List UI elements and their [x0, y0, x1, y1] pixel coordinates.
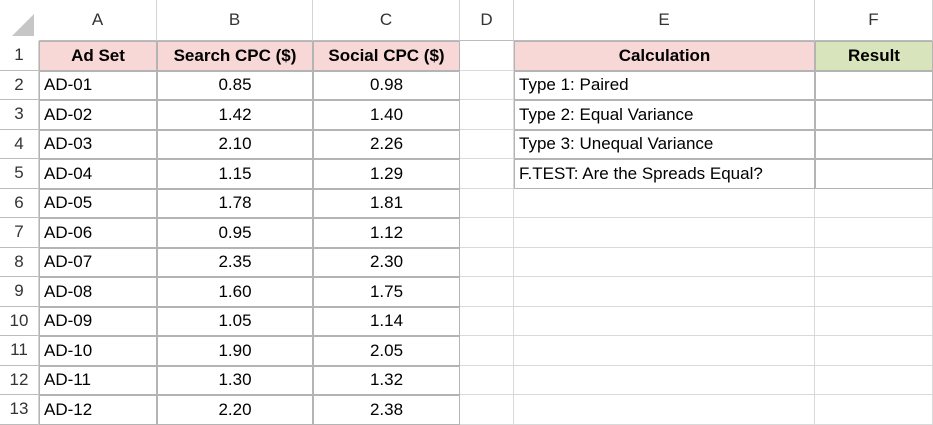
cell[interactable] [514, 336, 815, 366]
table-cell[interactable]: 0.85 [157, 70, 313, 100]
table-cell[interactable]: 1.14 [313, 306, 460, 336]
row-header[interactable]: 9 [0, 277, 39, 307]
cell[interactable] [514, 277, 815, 307]
cell[interactable] [460, 129, 514, 159]
column-header[interactable]: D [460, 0, 514, 41]
cell[interactable] [514, 218, 815, 248]
table-cell[interactable]: 2.35 [157, 247, 313, 277]
table-cell[interactable]: 2.20 [157, 395, 313, 425]
table-cell[interactable]: 2.05 [313, 336, 460, 366]
cell[interactable] [815, 218, 933, 248]
cell[interactable] [514, 365, 815, 395]
table-cell[interactable]: 1.32 [313, 365, 460, 395]
table-cell[interactable]: 2.30 [313, 247, 460, 277]
table-cell[interactable]: 1.42 [157, 100, 313, 130]
column-header[interactable]: F [815, 0, 933, 41]
table-cell[interactable]: 1.40 [313, 100, 460, 130]
table-cell[interactable]: 1.12 [313, 218, 460, 248]
cell[interactable] [815, 188, 933, 218]
calc-header-cell[interactable]: Result [815, 41, 933, 71]
table-cell[interactable]: AD-09 [39, 306, 157, 336]
cell[interactable] [460, 365, 514, 395]
column-header[interactable]: B [157, 0, 313, 41]
table-cell[interactable]: 1.30 [157, 365, 313, 395]
result-cell[interactable] [815, 70, 933, 100]
cell[interactable] [514, 306, 815, 336]
table-cell[interactable]: 0.98 [313, 70, 460, 100]
table-cell[interactable]: AD-12 [39, 395, 157, 425]
table-cell[interactable]: 2.38 [313, 395, 460, 425]
select-all-corner[interactable] [0, 0, 39, 41]
table-cell[interactable]: 2.26 [313, 129, 460, 159]
table-cell[interactable]: AD-08 [39, 277, 157, 307]
table-cell[interactable]: AD-02 [39, 100, 157, 130]
cell[interactable] [815, 277, 933, 307]
table-cell[interactable]: 1.29 [313, 159, 460, 189]
cell[interactable] [815, 395, 933, 425]
table-cell[interactable]: AD-10 [39, 336, 157, 366]
calc-header-cell[interactable]: Calculation [514, 41, 815, 71]
row-header[interactable]: 10 [0, 306, 39, 336]
calc-label-cell[interactable]: Type 1: Paired [514, 70, 815, 100]
cell[interactable] [460, 247, 514, 277]
cell[interactable] [514, 247, 815, 277]
row-header[interactable]: 8 [0, 247, 39, 277]
table-cell[interactable]: AD-05 [39, 188, 157, 218]
cell[interactable] [815, 365, 933, 395]
cell[interactable] [460, 41, 514, 71]
cell[interactable] [460, 395, 514, 425]
cell[interactable] [460, 336, 514, 366]
table-cell[interactable]: AD-07 [39, 247, 157, 277]
table-cell[interactable]: 0.95 [157, 218, 313, 248]
row-header[interactable]: 12 [0, 365, 39, 395]
cell[interactable] [460, 306, 514, 336]
column-header[interactable]: A [39, 0, 157, 41]
table-cell[interactable]: 1.60 [157, 277, 313, 307]
cell[interactable] [460, 159, 514, 189]
column-header[interactable]: E [514, 0, 815, 41]
table-cell[interactable]: AD-01 [39, 70, 157, 100]
cell[interactable] [815, 306, 933, 336]
table-cell[interactable]: 2.10 [157, 129, 313, 159]
cell[interactable] [815, 247, 933, 277]
table-cell[interactable]: AD-11 [39, 365, 157, 395]
table-cell[interactable]: 1.81 [313, 188, 460, 218]
calc-label-cell[interactable]: Type 2: Equal Variance [514, 100, 815, 130]
table-cell[interactable]: 1.75 [313, 277, 460, 307]
row-header[interactable]: 11 [0, 336, 39, 366]
row-header[interactable]: 3 [0, 100, 39, 130]
table-cell[interactable]: AD-04 [39, 159, 157, 189]
cell[interactable] [460, 100, 514, 130]
row-header[interactable]: 5 [0, 159, 39, 189]
column-header[interactable]: C [313, 0, 460, 41]
table-cell[interactable]: 1.90 [157, 336, 313, 366]
row-header[interactable]: 2 [0, 70, 39, 100]
cell[interactable] [460, 277, 514, 307]
table-cell[interactable]: 1.78 [157, 188, 313, 218]
row-header[interactable]: 6 [0, 188, 39, 218]
table-header-cell[interactable]: Social CPC ($) [313, 41, 460, 71]
table-cell[interactable]: 1.15 [157, 159, 313, 189]
cell[interactable] [514, 395, 815, 425]
row-header[interactable]: 1 [0, 41, 39, 71]
table-header-cell[interactable]: Search CPC ($) [157, 41, 313, 71]
result-cell[interactable] [815, 159, 933, 189]
calc-label-cell[interactable]: Type 3: Unequal Variance [514, 129, 815, 159]
table-header-cell[interactable]: Ad Set [39, 41, 157, 71]
table-cell[interactable]: AD-06 [39, 218, 157, 248]
cell[interactable] [815, 336, 933, 366]
calc-label-cell[interactable]: F.TEST: Are the Spreads Equal? [514, 159, 815, 189]
cell[interactable] [460, 218, 514, 248]
table-cell[interactable]: AD-03 [39, 129, 157, 159]
row-header[interactable]: 13 [0, 395, 39, 425]
cell[interactable] [460, 70, 514, 100]
cell[interactable] [514, 188, 815, 218]
cell[interactable] [460, 188, 514, 218]
result-cell[interactable] [815, 129, 933, 159]
result-cell[interactable] [815, 100, 933, 130]
table-cell[interactable]: 1.05 [157, 306, 313, 336]
row-header[interactable]: 7 [0, 218, 39, 248]
row-header[interactable]: 4 [0, 129, 39, 159]
